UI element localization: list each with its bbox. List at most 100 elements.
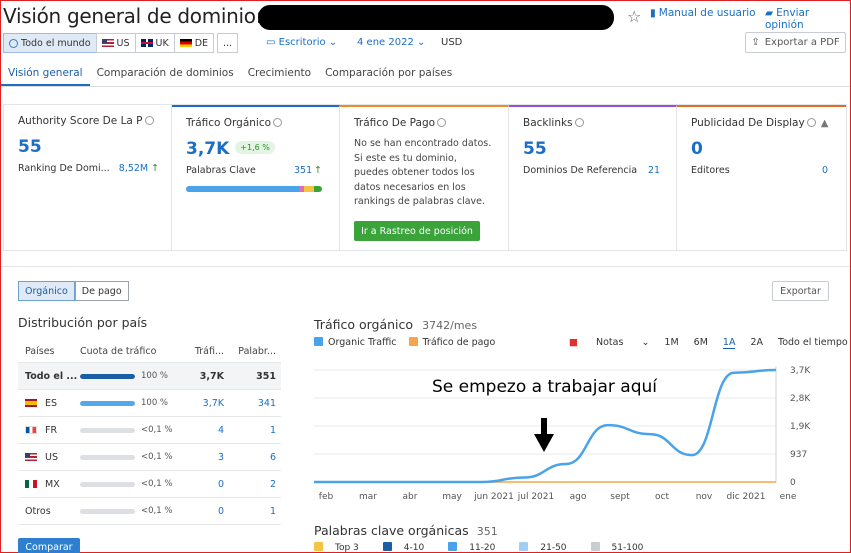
region-us[interactable]: US [95,33,136,53]
arrow-up-icon: ↑ [148,163,160,174]
table-row[interactable]: FR <0,1 % 4 1 [18,417,281,444]
country-cell[interactable]: FR [18,425,80,436]
kpi-panel: Authority Score De La P 55 Ranking De Do… [3,104,847,251]
domain-rank-value[interactable]: 8,52M [118,163,149,174]
globe-icon [9,38,18,48]
user-manual-link[interactable]: ▮ Manual de usuario [650,7,756,19]
uk-flag-icon [140,39,153,47]
keywords-section-header: Palabras clave orgánicas 351 [314,520,498,539]
more-regions-button[interactable]: ... [217,33,239,53]
share-bar [80,427,135,433]
traffic-cell[interactable]: 3,7K [199,370,224,382]
tab-country-comparison[interactable]: Comparación por países [325,67,453,79]
keywords-legend-item[interactable]: 51-100 [590,542,656,553]
period-1m[interactable]: 1M [664,337,679,348]
organic-traffic-value[interactable]: 3,7K [186,139,230,159]
share-label: <0,1 % [141,452,173,462]
table-row[interactable]: MX <0,1 % 0 2 [18,471,281,498]
y-tick-label: 3,7K [790,366,811,376]
col-country[interactable]: Países [25,346,55,357]
traffic-cell[interactable]: 0 [217,505,224,517]
es-flag-icon [25,399,37,407]
country-cell[interactable]: MX [18,479,80,490]
keywords-legend-item[interactable]: 11-20 [448,542,507,553]
country-cell[interactable]: ES [18,398,80,409]
legend-organic[interactable]: Organic Traffic [314,337,397,348]
device-dropdown[interactable]: ▭ Escritorio ⌄ [266,37,337,48]
keywords-value[interactable]: 351 [294,165,313,176]
feedback-link[interactable]: ▰ Enviar opinión [765,7,850,31]
star-icon[interactable]: ☆ [627,7,642,26]
keywords-cell[interactable]: 341 [257,397,276,409]
keywords-legend: Top 3 4-10 11-20 21-50 51-100 [314,542,667,553]
notes-dropdown[interactable]: ■ Notas ⌄ [569,337,650,348]
compare-button[interactable]: Comparar [18,538,80,553]
info-icon[interactable] [273,118,283,127]
table-row[interactable]: Otros <0,1 % 0 1 [18,498,281,525]
publishers-value[interactable]: 0 [822,165,829,176]
keywords-legend-item[interactable]: Top 3 [314,542,371,553]
export-pdf-button[interactable]: ⇪ Exportar a PDF [745,32,846,53]
paid-traffic-card: Tráfico De Pago No se han encontrado dat… [340,105,509,250]
tab-domain-comparison[interactable]: Comparación de dominios [96,67,234,79]
region-uk[interactable]: UK [134,33,175,53]
country-cell[interactable]: Todo el ... [18,371,80,382]
region-worldwide[interactable]: Todo el mundo [3,33,97,53]
period-2y[interactable]: 2A [750,337,763,348]
tab-overview[interactable]: Visión general [1,61,90,86]
date-dropdown[interactable]: 4 ene 2022 ⌄ [357,37,425,48]
country-name: Otros [25,505,51,517]
share-label: <0,1 % [141,479,173,489]
toggle-paid[interactable]: De pago [74,281,129,301]
toggle-organic[interactable]: Orgánico [18,281,75,301]
display-value[interactable]: 0 [691,139,703,159]
paid-title: Tráfico De Pago [354,117,508,129]
info-icon[interactable] [574,118,584,127]
table-row[interactable]: Todo el ... 100 % 3,7K 351 [18,363,281,390]
legend-label: Top 3 [335,543,359,553]
period-6m[interactable]: 6M [693,337,708,348]
info-icon[interactable] [806,118,816,127]
tab-growth[interactable]: Crecimiento [247,67,312,79]
region-de[interactable]: DE [173,33,215,53]
display-title: Publicidad De Display ▲ [691,117,846,129]
keywords-cell[interactable]: 6 [269,451,276,463]
info-icon[interactable] [144,116,154,125]
info-icon[interactable] [437,118,447,127]
x-tick-label: may [442,492,462,502]
warning-icon: ▲ [820,118,829,129]
legend-paid[interactable]: Tráfico de pago [408,337,495,348]
period-all-time[interactable]: Todo el tiempo [778,337,848,348]
position-tracking-button[interactable]: Ir a Rastreo de posición [354,221,480,241]
domain-rank-label: Ranking De Domi... [18,163,110,174]
traffic-cell[interactable]: 0 [217,478,224,490]
keywords-cell[interactable]: 351 [256,370,276,382]
period-1y[interactable]: 1A [722,337,736,349]
traffic-cell[interactable]: 4 [217,424,224,436]
keywords-cell[interactable]: 1 [269,505,276,517]
col-share[interactable]: Cuota de tráfico [80,346,157,357]
keywords-cell[interactable]: 1 [269,424,276,436]
bar-segment [298,186,305,192]
country-cell[interactable]: Otros [18,506,80,517]
traffic-cell[interactable]: 3 [217,451,224,463]
x-tick-label: jul 2021 [517,492,554,502]
export-button[interactable]: Exportar [772,281,829,301]
keywords-legend-item[interactable]: 21-50 [519,542,578,553]
keywords-cell[interactable]: 2 [269,478,276,490]
country-cell[interactable]: US [18,452,80,463]
table-row[interactable]: US <0,1 % 3 6 [18,444,281,471]
authority-value[interactable]: 55 [18,137,42,157]
organic-traffic-line[interactable] [314,368,777,484]
traffic-cell[interactable]: 3,7K [202,397,224,409]
col-traffic[interactable]: Tráfi... [194,346,224,357]
backlinks-value[interactable]: 55 [523,139,547,159]
col-keywords[interactable]: Palabr... [238,346,276,357]
chart-legend: Organic Traffic Tráfico de pago [314,337,495,348]
authority-title-text: Authority Score De La P [18,115,143,127]
table-row[interactable]: ES 100 % 3,7K 341 [18,390,281,417]
export-pdf-label: Exportar a PDF [764,37,840,48]
country-name: MX [45,478,60,490]
keywords-legend-item[interactable]: 4-10 [382,542,436,553]
referring-domains-value[interactable]: 21 [648,165,661,176]
